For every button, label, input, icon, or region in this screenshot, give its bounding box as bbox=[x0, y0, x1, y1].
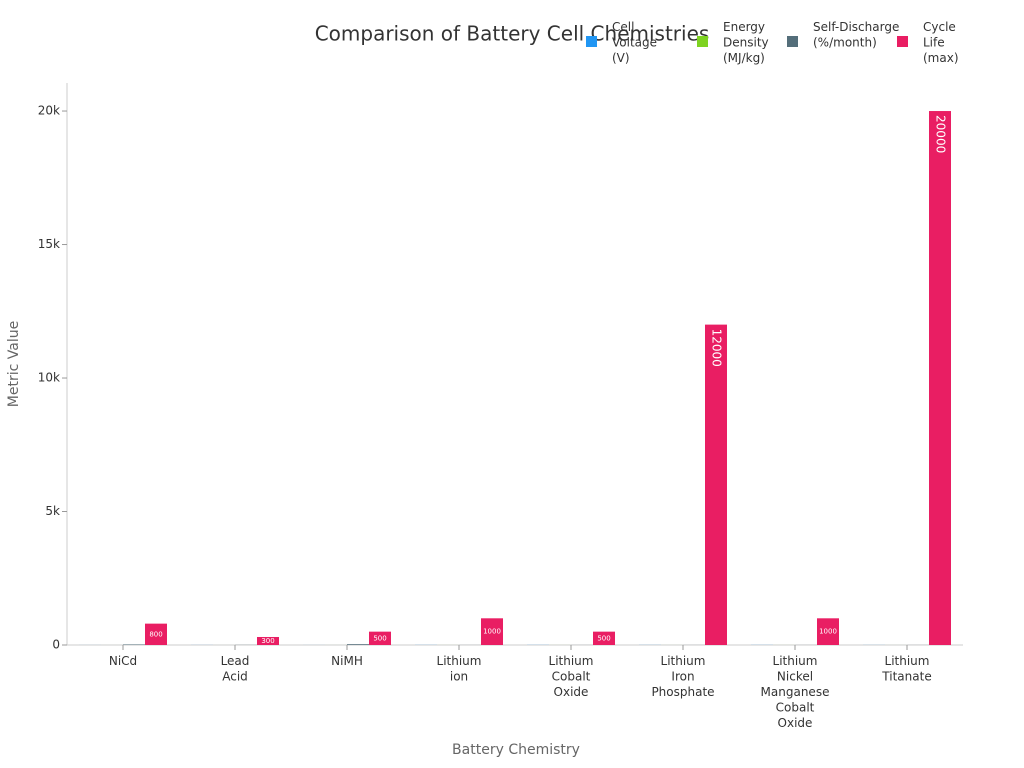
bar bbox=[145, 623, 167, 645]
y-tick-label: 20k bbox=[38, 104, 60, 118]
data-label: 500 bbox=[597, 634, 610, 642]
x-tick-label: NiCd bbox=[109, 654, 137, 668]
bar bbox=[593, 631, 615, 645]
legend-swatch bbox=[787, 36, 798, 47]
x-tick-label: Lithium Nickel Manganese Cobalt Oxide bbox=[761, 654, 830, 730]
y-axis-title: Metric Value bbox=[6, 321, 22, 407]
data-label: 300 bbox=[261, 637, 274, 645]
legend-swatch bbox=[897, 36, 908, 47]
x-tick-label: Lithium Iron Phosphate bbox=[651, 654, 714, 699]
bar bbox=[369, 631, 391, 645]
bar bbox=[481, 618, 503, 645]
data-label: 1000 bbox=[819, 628, 837, 636]
legend-swatch bbox=[697, 36, 708, 47]
x-tick-label: Lithium Titanate bbox=[881, 654, 931, 684]
bar bbox=[257, 636, 279, 645]
data-label: 800 bbox=[149, 630, 162, 638]
bar bbox=[123, 644, 145, 645]
bar bbox=[705, 324, 727, 645]
x-tick-label: NiMH bbox=[331, 654, 363, 668]
x-tick-label: Lead Acid bbox=[221, 654, 250, 684]
bar bbox=[929, 111, 951, 645]
legend-label: Cycle Life (max) bbox=[923, 20, 959, 65]
y-tick-label: 15k bbox=[38, 237, 60, 251]
y-tick-label: 5k bbox=[45, 504, 60, 518]
y-tick-label: 10k bbox=[38, 371, 60, 385]
data-label: 12000 bbox=[710, 329, 724, 367]
data-label: 500 bbox=[373, 634, 386, 642]
chart-title: Comparison of Battery Cell Chemistries bbox=[315, 22, 710, 46]
data-label: 20000 bbox=[934, 115, 948, 153]
legend-label: Cell Voltage (V) bbox=[612, 20, 657, 65]
legend-swatch bbox=[586, 36, 597, 47]
y-tick-label: 0 bbox=[52, 638, 60, 652]
x-tick-label: Lithium ion bbox=[437, 654, 482, 684]
bar bbox=[817, 618, 839, 645]
bar bbox=[347, 644, 369, 645]
x-axis-title: Battery Chemistry bbox=[452, 742, 580, 758]
data-label: 1000 bbox=[483, 628, 501, 636]
x-tick-label: Lithium Cobalt Oxide bbox=[549, 654, 594, 699]
legend-label: Energy Density (MJ/kg) bbox=[723, 20, 769, 65]
legend-label: Self-Discharge (%/month) bbox=[813, 20, 899, 50]
